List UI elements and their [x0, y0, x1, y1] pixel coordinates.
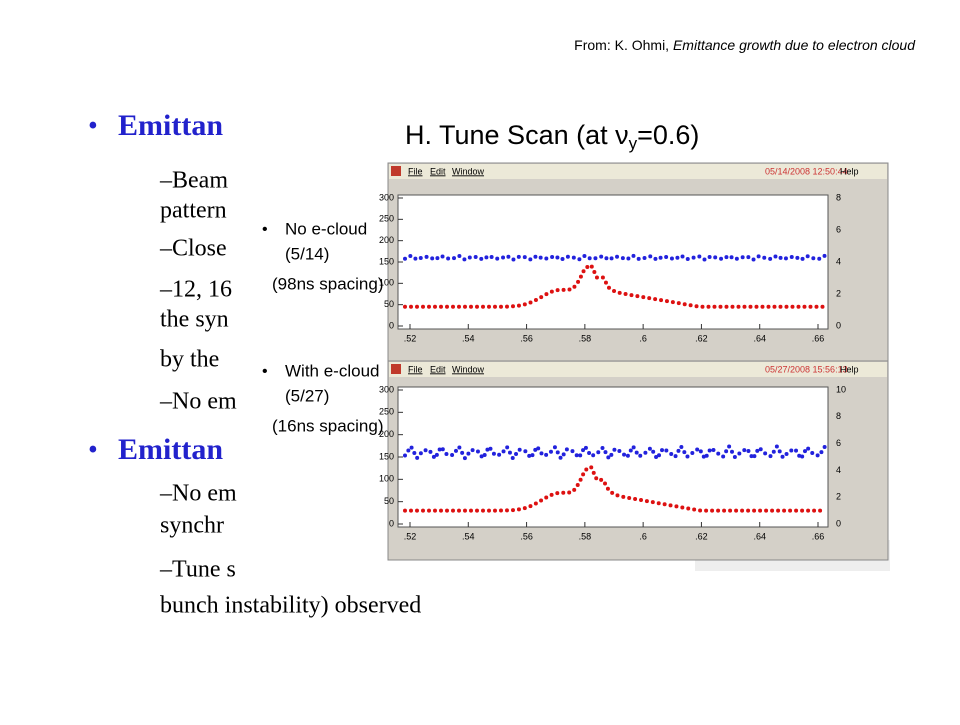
left-tick-label: 100 — [379, 474, 394, 484]
plot-windows: File Edit Window 05/14/2008 12:50:44Help050… — [379, 162, 889, 561]
x-tick-label: .56 — [520, 531, 533, 541]
left-tick-label: 0 — [389, 320, 394, 330]
x-tick-label: .62 — [695, 531, 708, 541]
legend-date: (5/27) — [285, 386, 329, 405]
title-main: H. Tune Scan (at ν — [405, 120, 629, 150]
left-tick-label: 0 — [389, 518, 394, 528]
legend: • No e-cloud (5/14) (98ns spacing) • With e-c… — [262, 219, 384, 435]
scatter-texture-red — [403, 262, 827, 309]
left-tick-label: 200 — [379, 235, 394, 245]
menu-item: Window — [452, 166, 485, 176]
bullet-dot: • — [88, 434, 98, 465]
bullet-text: synchr — [160, 513, 224, 539]
left-tick-label: 250 — [379, 214, 394, 224]
bullet-text: –No em — [159, 389, 237, 415]
help: Help — [840, 364, 859, 374]
bullet-dot: • — [88, 110, 98, 141]
right-tick-label: 10 — [836, 384, 846, 394]
x-tick-label: .6 — [639, 333, 647, 343]
left-tick-label: 250 — [379, 407, 394, 417]
bullet-text: –12, 16 — [159, 277, 232, 303]
bullet-text: Emittan — [118, 109, 223, 142]
x-tick-label: .58 — [579, 531, 592, 541]
help: Help — [840, 166, 859, 176]
left-tick-label: 50 — [384, 299, 394, 309]
plot-area — [397, 194, 829, 330]
x-tick-label: .56 — [520, 333, 533, 343]
bullet-text: –Tune s — [159, 557, 236, 583]
x-tick-label: .52 — [404, 531, 417, 541]
left-tick-label: 300 — [379, 192, 394, 202]
bullet-text: –No em — [159, 481, 237, 507]
bullet-text: by the — [160, 347, 219, 373]
overlay-title: H. Tune Scan (at νy=0.6) — [405, 120, 699, 153]
left-tick-label: 150 — [379, 451, 394, 461]
menu-item: File — [408, 166, 423, 176]
right-tick-label: 6 — [836, 224, 841, 234]
x-tick-label: .54 — [462, 333, 475, 343]
menu-item: Edit — [430, 166, 446, 176]
scatter-texture-blue — [403, 253, 827, 263]
bullet-list: • Emittan –Beam pattern –Close –12, 16 the syn… — [88, 109, 421, 619]
left-tick-label: 300 — [379, 384, 394, 394]
timestamp: 05/27/2008 15:56:13 — [765, 364, 848, 374]
bullet-text: pattern — [160, 198, 227, 224]
x-tick-label: .62 — [695, 333, 708, 343]
menu-item: Window — [452, 364, 485, 374]
app-icon — [391, 166, 401, 176]
title-sub: y — [629, 134, 638, 153]
legend-label: With e-cloud — [285, 361, 379, 380]
right-tick-label: 4 — [836, 465, 841, 475]
legend-label: No e-cloud — [285, 219, 367, 238]
menu-bar — [389, 164, 887, 179]
left-tick-label: 150 — [379, 256, 394, 266]
right-tick-label: 0 — [836, 518, 841, 528]
menu-bar — [389, 362, 887, 377]
legend-dot: • — [262, 363, 268, 380]
x-tick-label: .58 — [579, 333, 592, 343]
bullet-text: –Beam — [159, 168, 228, 194]
legend-date: (5/14) — [285, 244, 329, 263]
x-tick-label: .66 — [812, 333, 825, 343]
right-tick-label: 0 — [836, 320, 841, 330]
title-end: =0.6) — [637, 120, 699, 150]
source-title: Emittance growth due to electron cloud — [673, 37, 916, 53]
legend-spacing: (98ns spacing) — [272, 274, 384, 293]
right-tick-label: 8 — [836, 411, 841, 421]
right-tick-label: 8 — [836, 192, 841, 202]
menu-item: Edit — [430, 364, 446, 374]
right-tick-label: 4 — [836, 256, 841, 266]
bullet-text: –Close — [159, 236, 227, 262]
source-prefix: From: K. Ohmi, — [574, 37, 673, 53]
right-tick-label: 2 — [836, 288, 841, 298]
scatter-texture-red — [403, 464, 827, 513]
x-tick-label: .54 — [462, 531, 475, 541]
legend-dot: • — [262, 221, 268, 238]
right-tick-label: 2 — [836, 492, 841, 502]
bullet-text: the syn — [160, 307, 229, 333]
timestamp: 05/14/2008 12:50:44 — [765, 166, 848, 176]
x-tick-label: .6 — [639, 531, 647, 541]
x-tick-label: .64 — [753, 333, 766, 343]
left-tick-label: 200 — [379, 429, 394, 439]
app-icon — [391, 364, 401, 374]
x-tick-label: .66 — [812, 531, 825, 541]
left-tick-label: 100 — [379, 278, 394, 288]
scatter-texture-blue — [403, 442, 827, 463]
plot-area — [397, 386, 829, 528]
left-tick-label: 50 — [384, 496, 394, 506]
right-tick-label: 6 — [836, 438, 841, 448]
menu-item: File — [408, 364, 423, 374]
bullet-text: Emittan — [118, 433, 223, 466]
x-tick-label: .64 — [753, 531, 766, 541]
legend-spacing: (16ns spacing) — [272, 416, 384, 435]
x-tick-label: .52 — [404, 333, 417, 343]
bullet-text: bunch instability) observed — [160, 593, 421, 619]
source: From: K. Ohmi, Emittance growth due to e… — [574, 37, 916, 53]
